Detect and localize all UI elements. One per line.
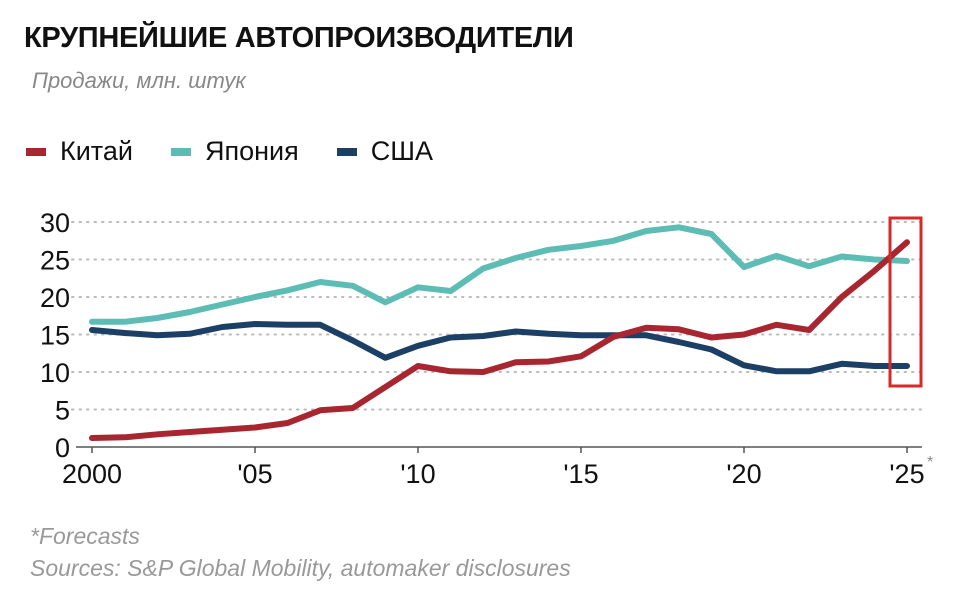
chart-subtitle: Продажи, млн. штук (32, 68, 246, 93)
y-tick-label: 30 (40, 208, 70, 238)
legend-swatch (336, 147, 357, 156)
legend-label: Япония (204, 136, 299, 166)
footnote: *Forecasts (30, 523, 140, 549)
chart-title: КРУПНЕЙШИЕ АВТОПРОИЗВОДИТЕЛИ (24, 22, 574, 54)
x-tick-label: '25 (889, 459, 924, 489)
legend-swatch (26, 147, 46, 156)
y-tick-label: 15 (40, 321, 70, 351)
y-tick-label: 0 (55, 433, 70, 463)
y-tick-label: 25 (40, 246, 70, 276)
x-tick-label: 2000 (62, 459, 122, 489)
x-tick-label: '10 (400, 459, 435, 489)
y-tick-label: 20 (40, 283, 70, 313)
legend-item: Япония (170, 136, 299, 167)
y-tick-label: 5 (55, 396, 70, 426)
legend-label: Китай (60, 136, 133, 166)
forecast-highlight-box (888, 216, 923, 388)
forecast-asterisk: * (927, 454, 933, 471)
x-tick-label: '20 (726, 459, 761, 489)
sources: Sources: S&P Global Mobility, automaker … (30, 555, 571, 581)
series-line-usa (89, 321, 910, 375)
notes: *Forecasts Sources: S&P Global Mobility,… (30, 520, 571, 584)
legend-item: Китай (26, 136, 133, 167)
y-tick-label: 10 (40, 358, 70, 388)
x-tick-label: '15 (563, 459, 598, 489)
series-line-japan (89, 224, 910, 325)
x-tick-label: '05 (237, 459, 272, 489)
legend-label: США (370, 136, 433, 166)
legend: Китай Япония США (26, 136, 471, 167)
series-line-china (89, 239, 910, 441)
legend-swatch (170, 147, 191, 156)
legend-item: США (336, 136, 433, 167)
